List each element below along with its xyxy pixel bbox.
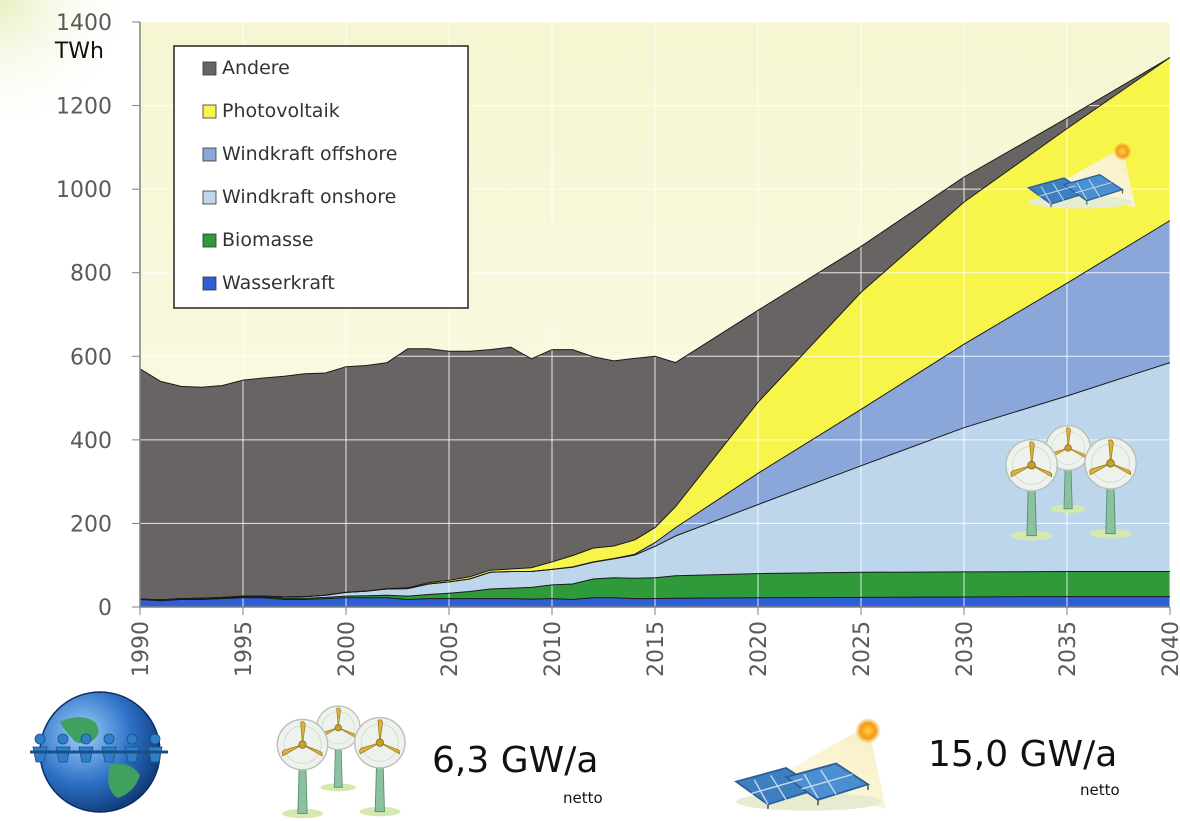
boundary-biomasse (139, 571, 1170, 601)
legend-swatch-windkraft-offshore (202, 147, 217, 162)
legend-label-andere: Andere (222, 57, 290, 79)
boundaries-layer (139, 57, 1171, 602)
area-windkraft-onshore (140, 362, 1170, 600)
legend-box (173, 45, 469, 309)
legend: Andere Photovoltaik Windkraft offshore Wind… (173, 45, 469, 309)
y-tick-label: 1200 (56, 95, 112, 120)
legend-label-windkraft-onshore: Windkraft onshore (222, 186, 396, 208)
y-tick-label: 0 (98, 596, 112, 621)
boundary-wasserkraft (139, 596, 1170, 602)
legend-swatch-andere (202, 61, 217, 76)
x-tick-label: 2015 (644, 621, 669, 677)
y-tick-label: 200 (70, 512, 112, 537)
legend-label-windkraft-offshore: Windkraft offshore (222, 143, 397, 165)
x-tick-label: 2020 (747, 621, 772, 677)
y-tick-label: 1000 (56, 178, 112, 203)
y-tick-label: 400 (70, 429, 112, 454)
wind-netto-label: netto (563, 789, 603, 807)
y-tick-label: 800 (70, 262, 112, 287)
x-tick-label: 2010 (541, 621, 566, 677)
boundary-photovoltaik (139, 57, 1171, 601)
pv-rate-label: 15,0 GW/a (928, 734, 1118, 775)
legend-swatch-biomasse (202, 233, 217, 248)
legend-label-biomasse: Biomasse (222, 229, 314, 251)
area-andere (140, 57, 1170, 600)
solar-panel-large-icon (735, 718, 888, 812)
legend-swatch-windkraft-onshore (202, 190, 217, 205)
x-ticks: 1990 1995 2000 2005 2010 2015 2020 2025 2030 2035… (129, 607, 1180, 677)
x-tick-label: 1990 (129, 621, 154, 677)
boundary-andere (139, 57, 1171, 388)
y-tick-label: 600 (70, 345, 112, 370)
wind-rate-label: 6,3 GW/a (432, 740, 599, 781)
legend-label-photovoltaik: Photovoltaik (222, 100, 340, 122)
wind-turbine-group-icon (277, 706, 405, 818)
pv-netto-label: netto (1080, 781, 1120, 799)
legend-swatch-photovoltaik (202, 104, 217, 119)
legend-swatch-wasserkraft (202, 276, 217, 291)
x-tick-label: 2040 (1159, 621, 1180, 677)
y-ticks: 0 200 400 600 800 1000 1200 1400 (56, 11, 140, 621)
legend-label-wasserkraft: Wasserkraft (222, 272, 335, 294)
x-tick-label: 2000 (335, 621, 360, 677)
x-tick-label: 1995 (232, 621, 257, 677)
y-axis-unit-label: TWh (54, 39, 104, 64)
x-tick-label: 2005 (438, 621, 463, 677)
x-tick-label: 2025 (850, 621, 875, 677)
globe-people-icon (30, 691, 168, 813)
x-tick-label: 2035 (1056, 621, 1081, 677)
x-tick-label: 2030 (953, 621, 978, 677)
y-tick-label: 1400 (56, 11, 112, 36)
